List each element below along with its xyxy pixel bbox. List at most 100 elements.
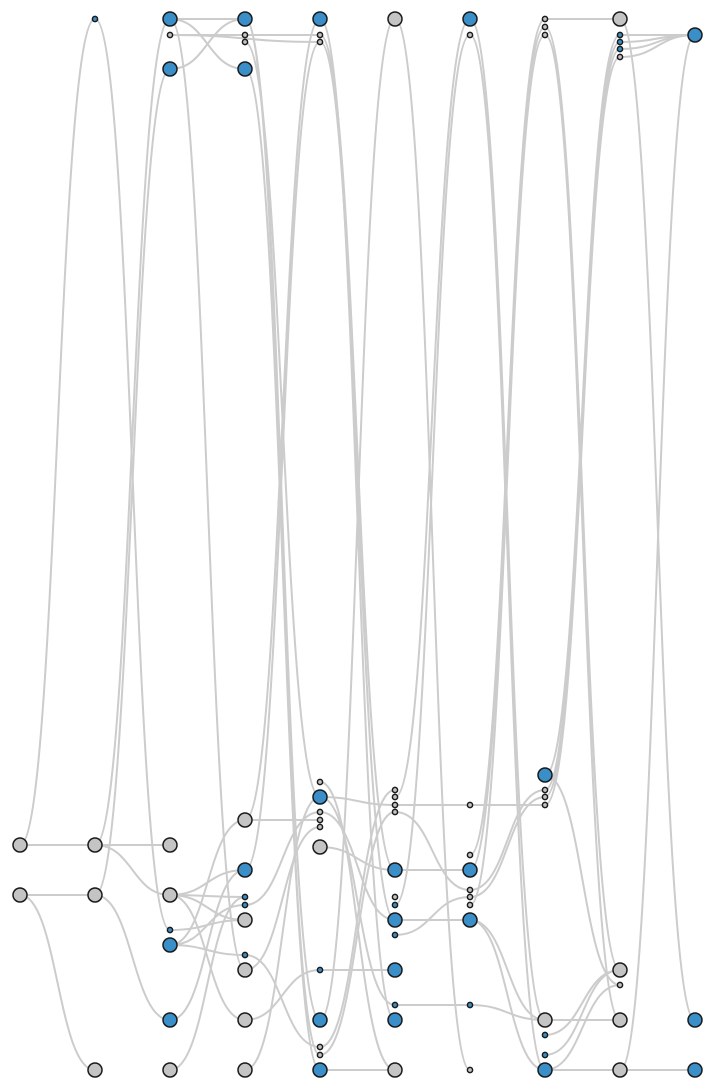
node (541, 1051, 549, 1059)
node (537, 767, 553, 783)
node (312, 789, 328, 805)
edge (394, 18, 471, 798)
node (391, 1001, 399, 1009)
node (541, 786, 549, 794)
edge (169, 896, 246, 1071)
edge (94, 844, 171, 896)
node (466, 886, 474, 894)
edge (244, 826, 321, 971)
node (537, 1012, 553, 1028)
edge (619, 34, 696, 1071)
node (387, 1062, 403, 1078)
edge (394, 34, 471, 906)
node (616, 45, 624, 53)
node (616, 31, 624, 39)
node (387, 912, 403, 928)
node (387, 1012, 403, 1028)
edges (19, 18, 696, 1071)
edge (319, 18, 396, 1021)
edge (394, 896, 471, 936)
edge (544, 984, 621, 1071)
node (391, 901, 399, 909)
node (687, 27, 703, 43)
node (391, 786, 399, 794)
node (391, 808, 399, 816)
edge (169, 894, 246, 1021)
edge (319, 41, 396, 921)
node (387, 962, 403, 978)
node (237, 11, 253, 27)
node (466, 851, 474, 859)
node (12, 887, 28, 903)
node (237, 912, 253, 928)
node (237, 862, 253, 878)
edge (319, 796, 396, 806)
edge (94, 894, 171, 1021)
edge (244, 68, 321, 1056)
edge (169, 919, 246, 931)
edge (19, 894, 96, 1071)
node (162, 937, 178, 953)
node (316, 31, 324, 39)
node (466, 1066, 474, 1074)
edge (169, 34, 321, 43)
edge (19, 18, 96, 846)
node (316, 816, 324, 824)
edge (244, 18, 321, 1021)
node (391, 893, 399, 901)
node (391, 931, 399, 939)
edge (469, 1004, 546, 1021)
node (87, 1062, 103, 1078)
edge (94, 18, 171, 846)
node (237, 1012, 253, 1028)
node (241, 951, 249, 959)
node (387, 11, 403, 27)
node (162, 1062, 178, 1078)
edge (544, 56, 621, 806)
node (312, 11, 328, 27)
edge (244, 796, 321, 1071)
edge (544, 969, 621, 1056)
edge (469, 34, 546, 906)
node (162, 1012, 178, 1028)
node (466, 31, 474, 39)
edge (469, 18, 546, 1021)
node (466, 901, 474, 909)
edge (544, 26, 621, 971)
node (166, 31, 174, 39)
node (87, 887, 103, 903)
edge (544, 774, 621, 986)
edge (169, 18, 246, 70)
node (316, 808, 324, 816)
node (466, 801, 474, 809)
node (462, 862, 478, 878)
edge (319, 811, 396, 921)
node (316, 778, 324, 786)
node (87, 837, 103, 853)
node (391, 793, 399, 801)
edge (319, 789, 396, 1048)
node (312, 839, 328, 855)
node (616, 981, 624, 989)
node (687, 1062, 703, 1078)
edge (619, 34, 696, 58)
edge (169, 894, 246, 898)
node (541, 1031, 549, 1039)
edge (319, 811, 396, 1056)
node (466, 893, 474, 901)
edge (394, 811, 471, 891)
node (391, 801, 399, 809)
nodes (12, 11, 703, 1078)
edge (319, 846, 396, 871)
node (612, 1062, 628, 1078)
edge (469, 789, 546, 891)
node (166, 926, 174, 934)
edge (244, 18, 321, 821)
edge (469, 919, 546, 1021)
node (162, 887, 178, 903)
node (541, 793, 549, 801)
node (316, 38, 324, 46)
